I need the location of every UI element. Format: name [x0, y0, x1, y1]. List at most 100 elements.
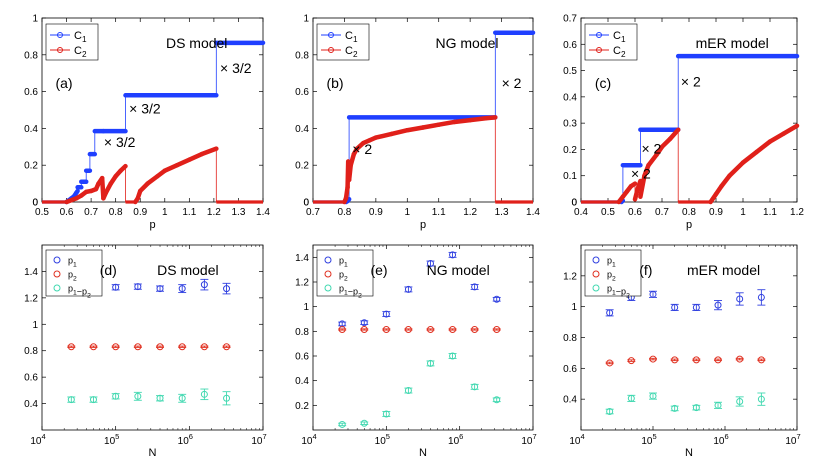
y-tick-label: 0.8 — [563, 333, 577, 344]
legend-label: p1−p2 — [339, 284, 362, 300]
marker — [714, 401, 722, 409]
data-point — [156, 285, 165, 293]
y-tick-label: 0.6 — [563, 364, 577, 375]
marker — [649, 290, 657, 298]
annotation: × 3/2 — [220, 60, 252, 76]
legend-marker — [53, 270, 61, 278]
data-point — [692, 404, 701, 412]
series-p1 — [338, 251, 501, 328]
y-tick-label: 1 — [571, 302, 577, 313]
panel-label: (b) — [326, 75, 343, 91]
data-point — [200, 388, 209, 401]
x-tick-label: 0.8 — [337, 207, 351, 218]
panel-label: (c) — [595, 75, 611, 91]
y-tick-label: 1.2 — [24, 293, 38, 304]
y-tick-label: 1 — [303, 302, 309, 313]
marker — [649, 392, 657, 400]
series-segment — [118, 163, 128, 173]
y-tick-label: 1.4 — [24, 267, 38, 278]
legend-marker — [324, 270, 332, 278]
x-axis-label: N — [149, 447, 157, 459]
y-tick-label: 0.4 — [563, 395, 577, 406]
y-tick-label: 0.5 — [563, 66, 577, 77]
marker — [692, 404, 700, 412]
marker — [404, 387, 412, 395]
data-point — [426, 359, 435, 367]
marker — [493, 295, 501, 303]
marker — [382, 325, 390, 333]
legend-marker — [53, 284, 61, 292]
marker — [671, 404, 679, 412]
data-point — [470, 383, 479, 391]
data-point — [200, 278, 209, 291]
data-point — [111, 392, 120, 400]
marker — [223, 285, 231, 293]
x-tick-label: 0.7 — [655, 207, 669, 218]
axes-frame — [41, 244, 264, 431]
y-tick-label: 0.2 — [295, 401, 309, 412]
x-tick-label: 0.9 — [133, 207, 147, 218]
data-point — [404, 285, 413, 293]
marker — [714, 301, 722, 309]
data-point — [470, 325, 479, 333]
marker — [471, 383, 479, 391]
data-point — [649, 355, 657, 363]
data-point — [67, 343, 76, 351]
data-point — [133, 391, 142, 401]
data-point — [111, 283, 120, 291]
marker — [671, 356, 679, 364]
series-segment — [389, 127, 410, 137]
marker — [449, 352, 457, 360]
data-point — [448, 251, 457, 259]
x-axis-label: N — [685, 447, 693, 459]
panel-label: (e) — [370, 262, 387, 278]
y-tick-label: 1.4 — [295, 253, 309, 264]
x-tick-label: 1 — [740, 207, 746, 218]
data-point — [111, 343, 120, 351]
x-tick-label: 1.4 — [256, 207, 270, 218]
data-point — [714, 356, 723, 364]
marker — [449, 251, 457, 259]
marker — [338, 325, 346, 333]
x-tick-label: 0.6 — [628, 207, 642, 218]
legend-marker — [324, 256, 332, 264]
series-c2 — [42, 146, 263, 205]
marker — [449, 325, 457, 333]
legend-label: p2 — [339, 270, 348, 283]
x-tick-label: 0.4 — [574, 207, 588, 218]
marker — [178, 285, 186, 293]
legend-label: p1 — [68, 256, 77, 269]
data-point — [67, 396, 76, 404]
y-tick-label: 0.2 — [563, 145, 577, 156]
annotation: × 2 — [681, 73, 701, 89]
data-point — [735, 396, 744, 407]
y-tick-label: 0.6 — [295, 87, 309, 98]
x-tick-label: 0.5 — [35, 207, 49, 218]
y-tick-label: 0.6 — [24, 87, 38, 98]
data-point — [426, 260, 435, 267]
legend-marker — [596, 47, 602, 53]
annotation: × 3/2 — [104, 134, 136, 150]
x-tick-label: 0.5 — [601, 207, 615, 218]
data-point — [735, 355, 744, 363]
x-tick-label: 1.3 — [231, 207, 245, 218]
y-tick-label: 0.4 — [295, 376, 309, 387]
series-segment — [727, 160, 746, 178]
marker — [134, 392, 142, 400]
data-point — [338, 420, 347, 428]
marker — [338, 420, 346, 428]
y-tick-label: 0.1 — [563, 171, 577, 182]
marker — [736, 397, 744, 405]
series-segment — [346, 162, 353, 183]
legend-marker — [53, 256, 61, 264]
marker — [404, 325, 412, 333]
legend-label: C1 — [345, 30, 358, 44]
x-tick-label: 1.2 — [463, 207, 477, 218]
marker — [178, 394, 186, 402]
x-tick-label: 0.8 — [682, 207, 696, 218]
y-tick-label: 1.2 — [563, 271, 577, 282]
marker — [426, 359, 434, 367]
